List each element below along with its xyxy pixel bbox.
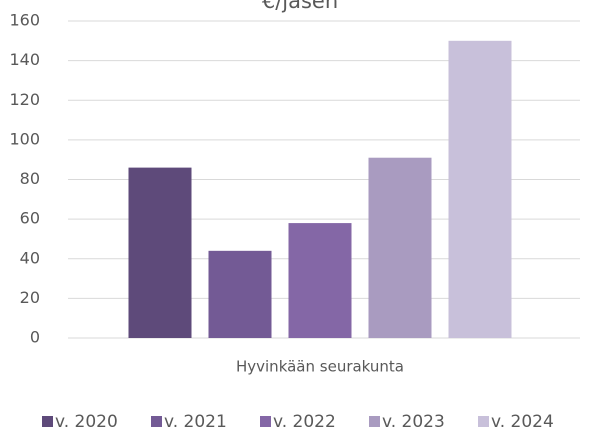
bar bbox=[208, 250, 272, 338]
y-tick-label: 80 bbox=[20, 169, 40, 188]
legend-label: v. 2020 bbox=[55, 412, 118, 432]
y-tick-label: 100 bbox=[9, 129, 40, 148]
y-tick-label: 0 bbox=[30, 328, 40, 347]
legend-swatch bbox=[478, 416, 489, 427]
bar bbox=[448, 40, 512, 338]
y-tick-label: 60 bbox=[20, 209, 40, 228]
y-tick-label: 20 bbox=[20, 288, 40, 307]
legend-label: v. 2023 bbox=[382, 412, 445, 432]
legend-label: v. 2021 bbox=[164, 412, 227, 432]
y-tick-label: 140 bbox=[9, 50, 40, 69]
y-tick-label: 120 bbox=[9, 90, 40, 109]
legend-swatch bbox=[151, 416, 162, 427]
legend-label: v. 2022 bbox=[273, 412, 336, 432]
bar bbox=[368, 157, 432, 338]
bar bbox=[128, 167, 192, 338]
legend-label: v. 2024 bbox=[491, 412, 554, 432]
legend-swatch bbox=[260, 416, 271, 427]
chart-title: €/jäsen bbox=[262, 0, 338, 13]
legend-swatch bbox=[42, 416, 53, 427]
bar bbox=[288, 223, 352, 338]
x-tick-label: Hyvinkään seurakunta bbox=[236, 358, 404, 376]
y-tick-label: 40 bbox=[20, 248, 40, 267]
y-tick-label: 160 bbox=[9, 11, 40, 30]
legend-swatch bbox=[369, 416, 380, 427]
